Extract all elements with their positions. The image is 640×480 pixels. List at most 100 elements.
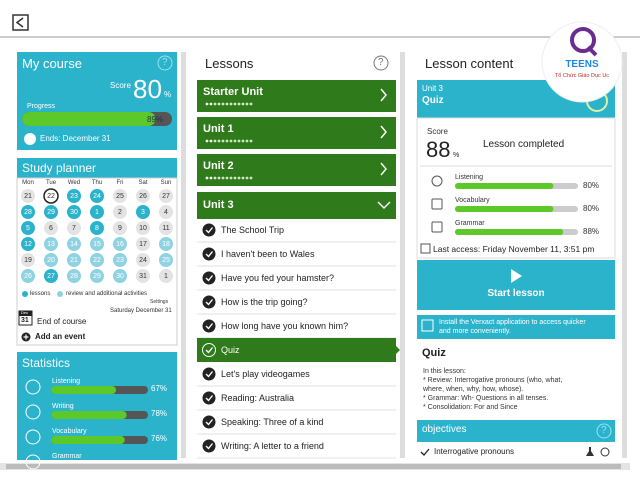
day-circle[interactable] bbox=[21, 237, 35, 251]
day-number[interactable]: 27 bbox=[162, 192, 170, 200]
day-circle[interactable] bbox=[44, 221, 58, 235]
day-circle[interactable] bbox=[136, 189, 150, 203]
day-number[interactable]: 30 bbox=[116, 272, 124, 280]
day-number[interactable]: 7 bbox=[72, 224, 76, 232]
day-number[interactable]: 19 bbox=[24, 256, 32, 264]
day-circle[interactable] bbox=[21, 221, 35, 235]
day-number[interactable]: 23 bbox=[70, 192, 78, 200]
day-number[interactable]: 4 bbox=[164, 208, 168, 216]
day-circle[interactable] bbox=[44, 237, 58, 251]
unit-header[interactable] bbox=[197, 154, 396, 186]
lesson-item[interactable]: Let's play videogames bbox=[221, 368, 310, 379]
day-circle[interactable] bbox=[136, 205, 150, 219]
day-number[interactable]: 24 bbox=[93, 192, 101, 200]
lesson-item-active[interactable] bbox=[197, 338, 396, 362]
help-icon[interactable] bbox=[157, 55, 173, 71]
day-circle[interactable] bbox=[113, 189, 127, 203]
lesson-item[interactable]: The School Trip bbox=[221, 224, 285, 235]
day-circle[interactable] bbox=[113, 237, 127, 251]
start-button[interactable] bbox=[417, 260, 615, 310]
day-number[interactable]: 15 bbox=[93, 240, 101, 248]
day-number[interactable]: 8 bbox=[95, 224, 99, 232]
day-number[interactable]: 24 bbox=[139, 256, 147, 264]
day-number[interactable]: 10 bbox=[139, 224, 147, 232]
lesson-item[interactable]: How is the trip going? bbox=[221, 296, 308, 307]
day-number[interactable]: 20 bbox=[47, 256, 55, 264]
day-number[interactable]: 1 bbox=[164, 272, 168, 280]
day-number[interactable]: 22 bbox=[47, 192, 55, 200]
day-circle[interactable] bbox=[67, 189, 81, 203]
lesson-item[interactable]: How long have you known him? bbox=[221, 320, 349, 331]
day-circle[interactable] bbox=[44, 269, 58, 283]
day-number[interactable]: 29 bbox=[93, 272, 101, 280]
day-number[interactable]: 6 bbox=[49, 224, 53, 232]
install-text[interactable]: Install the Verxact application to acces… bbox=[439, 319, 586, 326]
day-number[interactable]: 21 bbox=[70, 256, 78, 264]
day-number[interactable]: 2 bbox=[118, 208, 122, 216]
day-number[interactable]: 9 bbox=[118, 224, 122, 232]
day-circle[interactable] bbox=[67, 237, 81, 251]
day-circle[interactable] bbox=[136, 237, 150, 251]
scrollbar[interactable] bbox=[181, 52, 186, 458]
lesson-item[interactable]: I haven't been to Wales bbox=[221, 248, 315, 259]
day-circle[interactable] bbox=[159, 221, 173, 235]
day-circle[interactable] bbox=[21, 189, 35, 203]
day-number[interactable]: 28 bbox=[70, 272, 78, 280]
day-number[interactable]: 18 bbox=[162, 240, 170, 248]
day-number[interactable]: 21 bbox=[24, 192, 32, 200]
day-circle[interactable] bbox=[44, 253, 58, 267]
day-number[interactable]: 14 bbox=[70, 240, 78, 248]
day-circle[interactable] bbox=[67, 253, 81, 267]
back-button[interactable] bbox=[12, 14, 29, 31]
day-circle[interactable] bbox=[21, 205, 35, 219]
add-event[interactable]: Add an event bbox=[35, 332, 86, 341]
unit-title[interactable]: Unit 3 bbox=[203, 199, 234, 211]
unit-header[interactable] bbox=[197, 117, 396, 149]
help-icon-text[interactable]: ? bbox=[162, 57, 168, 68]
unit-title[interactable]: Starter Unit bbox=[203, 86, 263, 98]
day-circle[interactable] bbox=[113, 205, 127, 219]
day-circle[interactable] bbox=[90, 205, 104, 219]
day-number[interactable]: 26 bbox=[139, 192, 147, 200]
day-number[interactable]: 16 bbox=[116, 240, 124, 248]
day-number[interactable]: 17 bbox=[139, 240, 147, 248]
day-number[interactable]: 30 bbox=[70, 208, 78, 216]
day-circle[interactable] bbox=[44, 205, 58, 219]
help-icon[interactable] bbox=[373, 55, 389, 71]
day-number[interactable]: 12 bbox=[24, 240, 32, 248]
day-circle[interactable] bbox=[67, 221, 81, 235]
lesson-item[interactable]: Speaking: Three of a kind bbox=[221, 416, 324, 427]
day-circle[interactable] bbox=[90, 189, 104, 203]
day-number[interactable]: 11 bbox=[162, 224, 170, 232]
help-icon-text[interactable]: ? bbox=[601, 425, 607, 436]
day-circle[interactable] bbox=[136, 221, 150, 235]
help-icon-text[interactable]: ? bbox=[378, 57, 384, 68]
day-number[interactable]: 31 bbox=[139, 272, 147, 280]
day-number[interactable]: 26 bbox=[24, 272, 32, 280]
day-circle[interactable] bbox=[21, 253, 35, 267]
day-circle[interactable] bbox=[90, 237, 104, 251]
day-circle[interactable] bbox=[90, 253, 104, 267]
day-circle[interactable] bbox=[67, 205, 81, 219]
day-circle[interactable] bbox=[113, 253, 127, 267]
day-number[interactable]: 27 bbox=[47, 272, 55, 280]
day-circle[interactable] bbox=[90, 269, 104, 283]
scrollbar[interactable] bbox=[400, 52, 405, 458]
day-number[interactable]: 25 bbox=[116, 192, 124, 200]
day-number[interactable]: 5 bbox=[26, 224, 30, 232]
help-icon[interactable] bbox=[596, 423, 612, 439]
day-number[interactable]: 13 bbox=[47, 240, 55, 248]
day-number[interactable]: 23 bbox=[116, 256, 124, 264]
day-number[interactable]: 1 bbox=[95, 208, 99, 216]
day-circle[interactable] bbox=[159, 253, 173, 267]
unit-header[interactable] bbox=[197, 192, 396, 219]
day-number[interactable]: 28 bbox=[24, 208, 32, 216]
day-number[interactable]: 29 bbox=[47, 208, 55, 216]
settings-link[interactable]: Settings bbox=[150, 299, 169, 305]
install-text[interactable]: and more conveniently. bbox=[439, 328, 511, 335]
lesson-item[interactable]: Have you fed your hamster? bbox=[221, 272, 335, 283]
day-circle[interactable] bbox=[113, 269, 127, 283]
unit-title[interactable]: Unit 2 bbox=[203, 160, 234, 172]
day-circle[interactable] bbox=[159, 189, 173, 203]
day-circle[interactable] bbox=[21, 269, 35, 283]
